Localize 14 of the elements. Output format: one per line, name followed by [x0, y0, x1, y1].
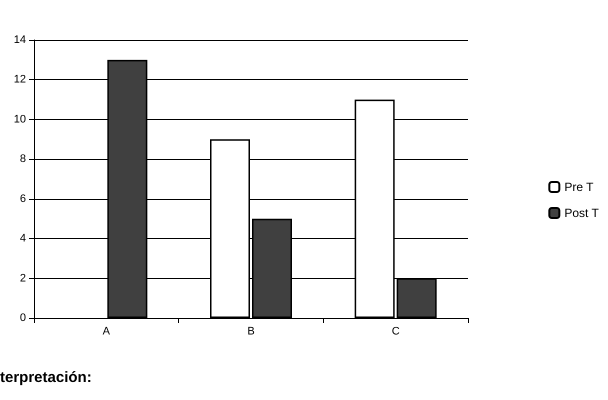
text: terpretación:	[0, 369, 92, 386]
x-tick-label: B	[247, 326, 255, 338]
y-tick-label: 10	[14, 113, 26, 126]
x-tick-label: C	[392, 326, 400, 338]
y-tick-label: 14	[14, 34, 26, 46]
y-tick-label: 4	[20, 232, 26, 245]
y-tick-label: 6	[20, 192, 26, 205]
x-tick-label: A	[102, 326, 111, 338]
legend-label: Pre T	[564, 180, 594, 194]
y-tick-label: 12	[14, 74, 26, 86]
y-tick-label: 2	[20, 272, 26, 284]
y-tick-label: 0	[20, 312, 26, 324]
y-tick-label: 8	[20, 153, 26, 166]
legend-label: Post T	[564, 206, 600, 220]
